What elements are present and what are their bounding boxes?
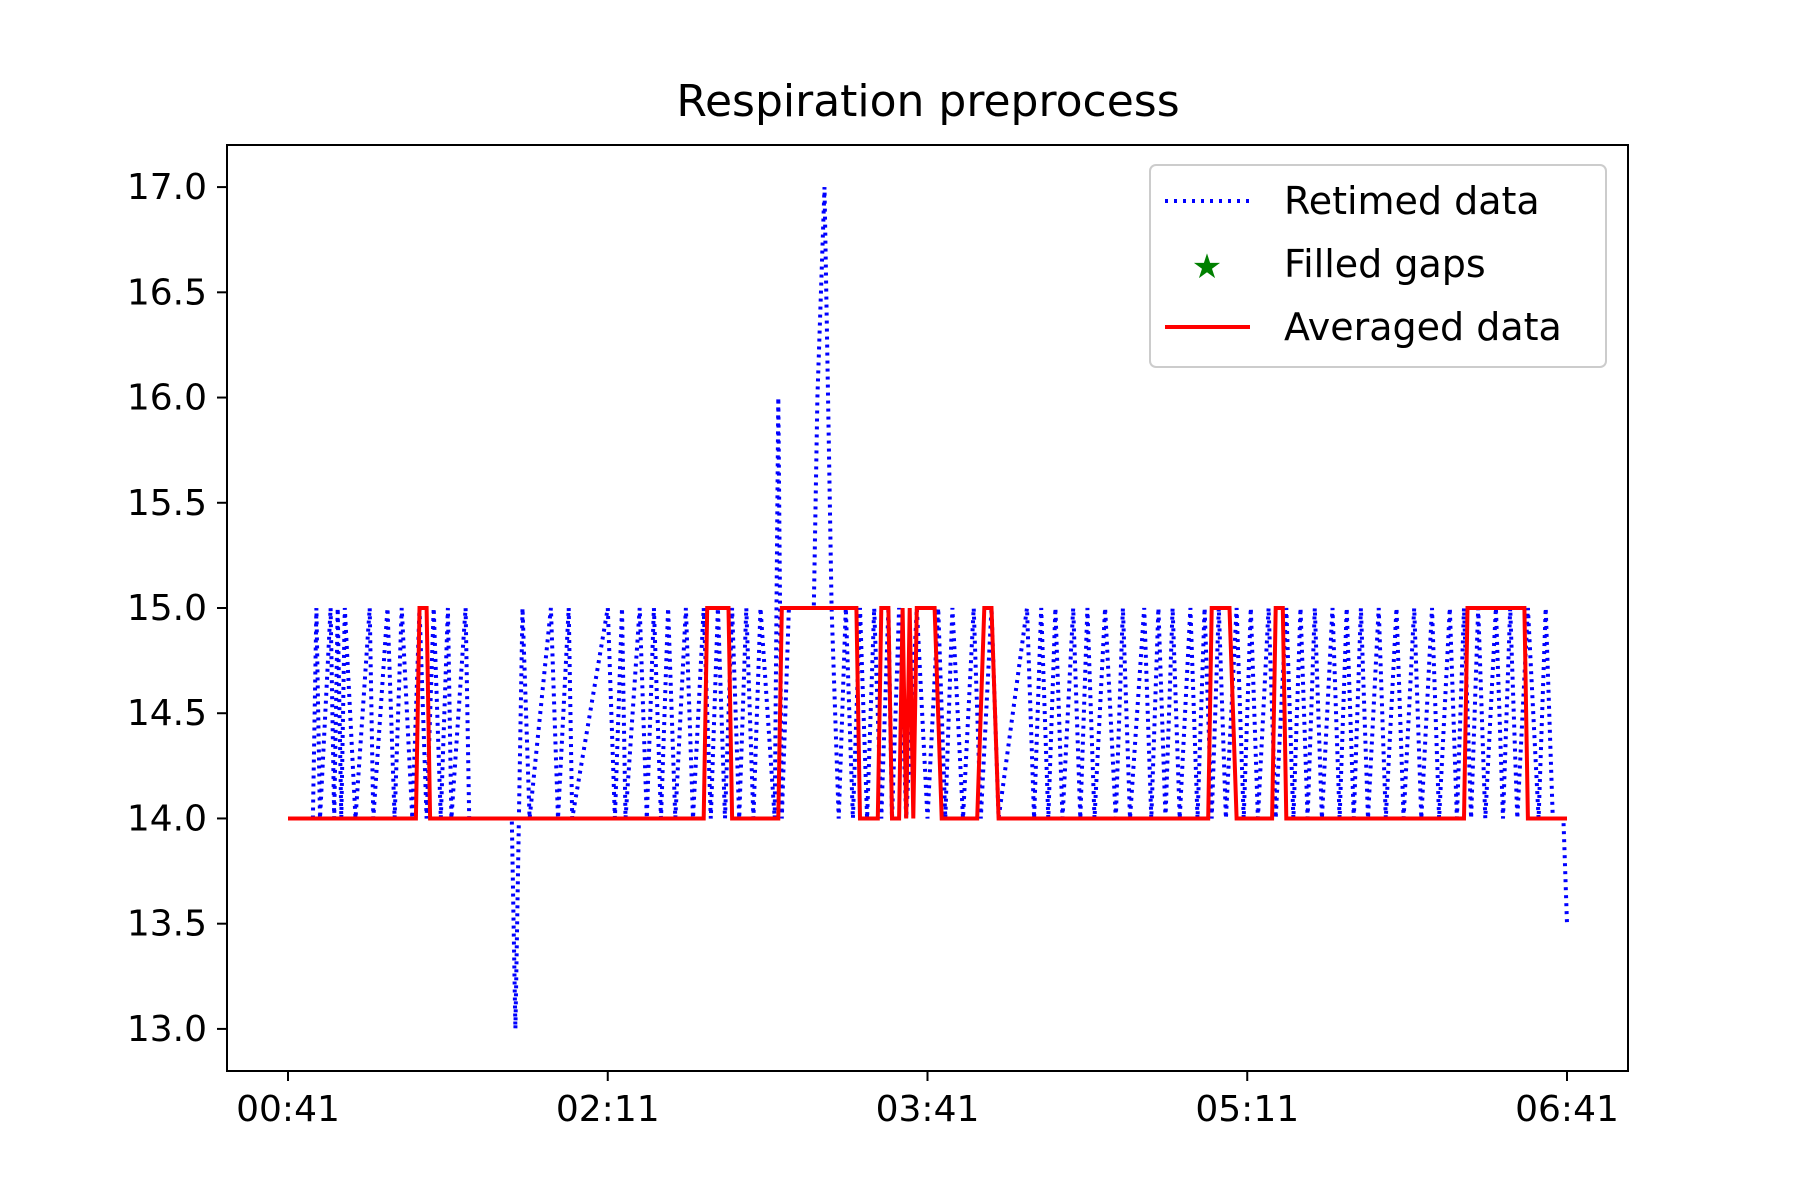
y-tick-label: 16.0 (127, 378, 207, 419)
chart-title: Respiration preprocess (676, 76, 1179, 127)
legend: Retimed data ★ Filled gaps Averaged data (1149, 164, 1607, 368)
y-axis: 13.0 13.5 14.0 14.5 15.0 15.5 16.0 16.5 17.0 (127, 167, 227, 1050)
star-icon: ★ (1192, 247, 1222, 287)
plot-series (288, 187, 1569, 1029)
y-tick-label: 15.0 (127, 588, 207, 629)
y-tick-label: 14.0 (127, 798, 207, 839)
series-line-averaged (288, 606, 1567, 821)
y-tick-label: 17.0 (127, 167, 207, 208)
y-tick-label: 13.5 (127, 904, 207, 945)
x-tick-label: 05:11 (1195, 1089, 1299, 1130)
y-tick-label: 14.5 (127, 693, 207, 734)
y-tick-label: 16.5 (127, 272, 207, 313)
x-tick-label: 06:41 (1515, 1089, 1619, 1130)
legend-averaged-label: Averaged data (1284, 305, 1562, 349)
legend-box (1149, 164, 1607, 368)
legend-filled-label: Filled gaps (1284, 242, 1486, 286)
legend-retimed-label: Retimed data (1284, 179, 1540, 223)
x-tick-label: 03:41 (876, 1089, 980, 1130)
y-tick-label: 15.5 (127, 483, 207, 524)
y-tick-label: 13.0 (127, 1009, 207, 1050)
x-tick-label: 00:41 (236, 1089, 340, 1130)
x-tick-label: 02:11 (556, 1089, 660, 1130)
x-axis: 00:41 02:11 03:41 05:11 06:41 (236, 1071, 1619, 1130)
